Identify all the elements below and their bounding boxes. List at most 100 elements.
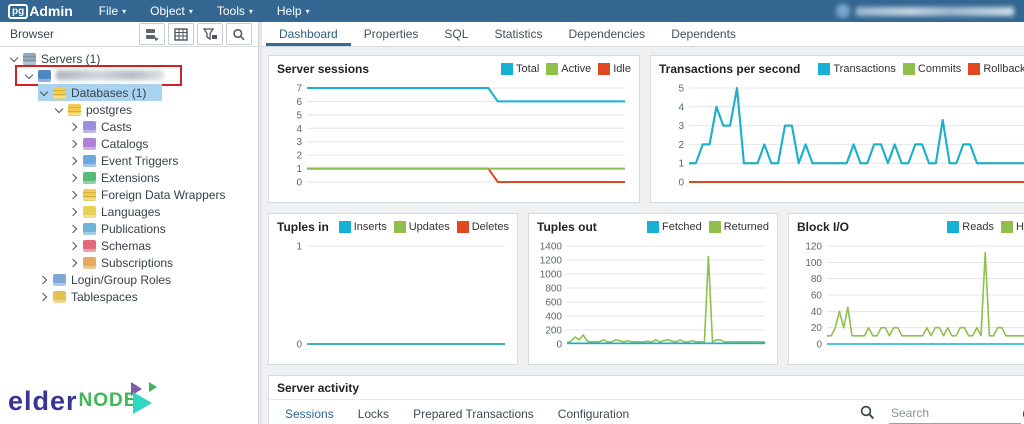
chevron-right-icon[interactable]: [38, 274, 50, 286]
tree-item-databases-1[interactable]: Databases (1): [0, 84, 258, 101]
legend-swatch: [947, 221, 960, 233]
activity-search-input[interactable]: [889, 403, 1021, 424]
pgadmin-logo-pg: pg: [8, 3, 29, 19]
chevron-right-icon[interactable]: [68, 206, 80, 218]
svg-text:1: 1: [678, 159, 684, 170]
activity-tab-sessions[interactable]: Sessions: [273, 400, 346, 424]
legend-item-returned: Returned: [708, 221, 769, 233]
menu-file[interactable]: File ▾: [99, 4, 126, 18]
chevron-down-icon[interactable]: [53, 104, 65, 116]
tree-item-languages[interactable]: Languages: [0, 203, 258, 220]
svg-text:60: 60: [811, 291, 823, 302]
chart-legend: Fetched Returned: [646, 221, 769, 233]
transactions-chart: 0 1 2 3 4 5: [678, 84, 1024, 189]
tab-dashboard[interactable]: Dashboard: [266, 22, 351, 46]
chevron-right-icon[interactable]: [68, 138, 80, 150]
tree-item-postgres[interactable]: postgres: [0, 101, 258, 118]
chevron-right-icon[interactable]: [68, 155, 80, 167]
legend-item-deletes: Deletes: [456, 221, 509, 233]
main-area: Dashboard Properties SQL Statistics Dependen…: [262, 22, 1024, 424]
grid-icon[interactable]: [168, 23, 194, 45]
legend-swatch: [646, 221, 659, 233]
chevron-right-icon[interactable]: [68, 223, 80, 235]
tree-item-publications[interactable]: Publications: [0, 220, 258, 237]
subscriptions-icon: [83, 256, 96, 269]
tab-dependents[interactable]: Dependents: [671, 27, 736, 41]
chevron-right-icon[interactable]: [68, 240, 80, 252]
tab-dependencies[interactable]: Dependencies: [568, 27, 646, 41]
svg-text:0: 0: [678, 178, 684, 189]
catalogs-icon: [83, 137, 96, 150]
tree-item-servers-1[interactable]: Servers (1): [0, 50, 258, 67]
svg-text:100: 100: [805, 258, 822, 269]
casts-icon: [83, 120, 96, 133]
tablespaces-icon: [53, 290, 66, 303]
chevron-right-icon[interactable]: [68, 257, 80, 269]
activity-tab-configuration[interactable]: Configuration: [557, 407, 630, 421]
transactions-panel: Transactions per second Transactions Comm…: [650, 55, 1024, 203]
legend-label: Reads: [962, 221, 995, 233]
database-stack-icon[interactable]: [139, 23, 165, 45]
filter-icon[interactable]: [197, 23, 223, 45]
blurred-server-name: [56, 69, 164, 80]
search-icon: [854, 403, 881, 424]
chevron-down-icon: ▾: [188, 6, 193, 16]
activity-tabs: Sessions Locks Prepared Transactions Config…: [269, 400, 1024, 424]
tree-item-server-blurred[interactable]: [0, 65, 258, 86]
tab-sql[interactable]: SQL: [444, 27, 469, 41]
chart-title: Block I/O: [797, 220, 850, 234]
app-header: pg Admin File ▾ Object ▾ Tools ▾ Help ▾: [0, 0, 1024, 22]
tree-item-login-group-roles[interactable]: Login/Group Roles: [0, 271, 258, 288]
search-icon[interactable]: [226, 23, 252, 45]
svg-text:7: 7: [296, 84, 302, 95]
svg-text:0: 0: [816, 340, 822, 351]
svg-text:1200: 1200: [540, 256, 563, 267]
extensions-icon: [83, 171, 96, 184]
menu-tools[interactable]: Tools ▾: [217, 4, 253, 18]
legend-swatch: [598, 63, 611, 75]
chevron-down-icon[interactable]: [23, 70, 35, 82]
tree-item-catalogs[interactable]: Catalogs: [0, 135, 258, 152]
server-activity-title: Server activity: [269, 376, 1024, 400]
refresh-icon[interactable]: [1015, 404, 1024, 424]
menu-help[interactable]: Help ▾: [277, 4, 310, 18]
tree-item-label: Servers (1): [41, 51, 101, 66]
menu-bar: File ▾ Object ▾ Tools ▾ Help ▾: [99, 4, 310, 18]
activity-tab-prepared-transactions[interactable]: Prepared Transactions: [413, 407, 534, 421]
menu-object[interactable]: Object ▾: [150, 4, 193, 18]
tree-item-tablespaces[interactable]: Tablespaces: [0, 288, 258, 305]
server-icon: [38, 69, 51, 82]
fdw-icon: [83, 188, 96, 201]
legend-label: Transactions: [833, 63, 896, 75]
chevron-down-icon[interactable]: [8, 53, 20, 65]
chevron-right-icon[interactable]: [68, 189, 80, 201]
user-menu[interactable]: [836, 4, 1014, 18]
svg-text:600: 600: [545, 298, 562, 309]
chevron-right-icon[interactable]: [68, 172, 80, 184]
server-group-icon: [23, 52, 36, 65]
schemas-icon: [83, 239, 96, 252]
tree-item-subscriptions[interactable]: Subscriptions: [0, 254, 258, 271]
svg-text:400: 400: [545, 312, 562, 323]
panel-splitter[interactable]: [259, 22, 262, 424]
tree-item-foreign-data-wrappers[interactable]: Foreign Data Wrappers: [0, 186, 258, 203]
chevron-right-icon[interactable]: [68, 121, 80, 133]
legend-label: Updates: [408, 221, 450, 233]
tree-item-schemas[interactable]: Schemas: [0, 237, 258, 254]
svg-text:120: 120: [805, 242, 822, 253]
chevron-down-icon[interactable]: [38, 87, 50, 99]
activity-tab-locks[interactable]: Locks: [357, 407, 390, 421]
legend-swatch: [902, 63, 915, 75]
svg-text:3: 3: [678, 121, 684, 132]
publications-icon: [83, 222, 96, 235]
tree-item-event-triggers[interactable]: Event Triggers: [0, 152, 258, 169]
block-io-panel: Block I/O Reads Hits 0 20 40 60 80 100 120: [788, 213, 1024, 365]
tree-item-casts[interactable]: Casts: [0, 118, 258, 135]
legend-item-idle: Idle: [598, 63, 631, 75]
tab-statistics[interactable]: Statistics: [494, 27, 543, 41]
tree-item-label: Casts: [101, 119, 132, 134]
tree-item-extensions[interactable]: Extensions: [0, 169, 258, 186]
legend-swatch: [338, 221, 351, 233]
tab-properties[interactable]: Properties: [363, 27, 419, 41]
chevron-right-icon[interactable]: [38, 291, 50, 303]
